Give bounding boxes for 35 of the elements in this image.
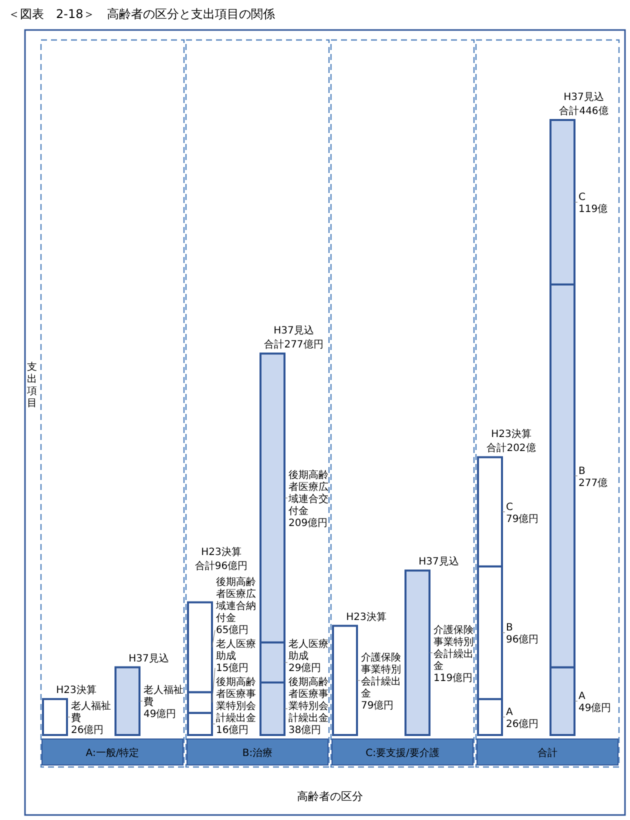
x-tick-label: H37見込 xyxy=(128,652,169,664)
data-label: B 277億 xyxy=(578,466,608,489)
x-tick-label: H23決算 xyxy=(56,684,96,696)
data-label: 介護保険事業特別会計繰出金 79億円 xyxy=(361,651,401,712)
data-label: 老人福祉費 49億円 xyxy=(144,684,184,720)
data-label: 介護保険事業特別会計繰出金 119億円 xyxy=(434,624,474,684)
total-label: 合計202億 xyxy=(486,442,536,454)
x-tick-label: H23決算 xyxy=(346,610,386,623)
text: 合計 xyxy=(538,747,558,759)
total-label: 合計277億円 xyxy=(264,338,324,351)
x-tick-label: H37見込 xyxy=(274,324,314,337)
x-tick-label: H23決算 xyxy=(201,546,242,558)
data-label: C 79億円 xyxy=(506,502,539,525)
data-label: A 26億円 xyxy=(506,707,539,730)
data-label: C 119億 xyxy=(578,192,608,216)
data-label: A 49億円 xyxy=(578,691,612,714)
data-label: 後期高齢者医療広域連合納付金 65億円 xyxy=(215,576,256,636)
total-label: 合計446億 xyxy=(559,105,608,117)
data-label: 老人医療助成 29億円 xyxy=(288,638,328,674)
data-label: 後期高齢者医療広域連合交付金 209億円 xyxy=(288,468,328,529)
text: B:治療 xyxy=(242,747,273,759)
data-label: 後期高齢者医療事業特別会計繰出金 38億円 xyxy=(288,676,328,736)
text: C:要支援/要介護 xyxy=(366,747,440,759)
data-label: 後期高齢者医療事業特別会計繰出金 16億円 xyxy=(216,676,256,736)
x-tick-label: H37見込 xyxy=(418,556,459,568)
data-label: 老人福祉費 26億円 xyxy=(71,700,111,736)
text: A:一般/特定 xyxy=(86,747,140,759)
chart-title: ＜図表 2-18＞ 高齢者の区分と支出項目の関係 xyxy=(8,7,276,21)
total-label: 合計96億円 xyxy=(194,560,248,572)
x-tick-label: H23決算 xyxy=(491,428,532,440)
y-axis-title: 支出項目 xyxy=(27,361,37,409)
data-label: B 96億円 xyxy=(506,622,539,646)
x-axis-title: 高齢者の区分 xyxy=(297,790,363,803)
x-tick-label: H37見込 xyxy=(564,91,604,103)
data-label: 老人医療助成 15億円 xyxy=(216,638,256,674)
